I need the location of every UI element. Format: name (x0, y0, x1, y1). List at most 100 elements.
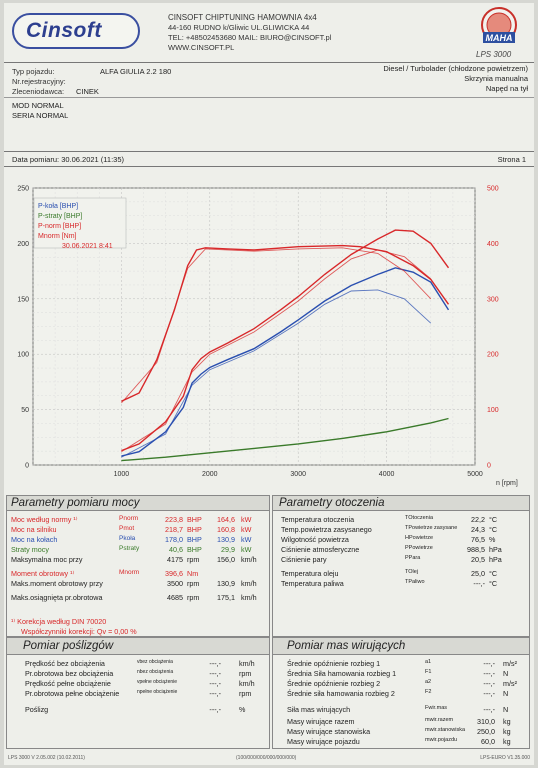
slip-row-symbol: vpełne obciążenie (137, 679, 178, 685)
mass-row-symbol: Fwir.mas (425, 705, 447, 711)
mass-row-label: Średnie siła hamowania rozbieg 2 (287, 689, 395, 698)
mass-row-symbol: a2 (425, 679, 432, 685)
engine-type: Diesel / Turbolader (chłodzone powietrze… (383, 64, 528, 73)
power-row-label: Moc według normy ¹⁾ (11, 515, 78, 524)
mass-row-symbol: mwir.pojazdu (425, 737, 458, 743)
slip-row-unit: rpm (239, 689, 252, 698)
y-right-tick-label: 400 (487, 241, 499, 248)
power-row-value2: 130,9 (217, 535, 235, 544)
chart-lines (121, 229, 450, 462)
slip-row-symbol: nbez obciążenia (137, 669, 174, 675)
company-web: WWW.CINSOFT.PL (168, 43, 235, 52)
power-row-label: Moc na kołach (11, 535, 58, 544)
power-row-unit2: km/h (241, 593, 257, 602)
maha-logo-text: MAHA (486, 33, 513, 43)
maha-logo-icon: MAHA (481, 7, 517, 43)
registration-label: Nr.rejestracyjny: (12, 77, 66, 86)
divider (4, 151, 534, 152)
power-row-symbol: Mnorm (119, 569, 140, 576)
vehicle-type-value: ALFA GIULIA 2.2 180 (100, 67, 172, 76)
mass-row-unit: m/s² (503, 679, 517, 688)
x-tick-label: 3000 (290, 471, 306, 478)
mod-note: MOD NORMAL (12, 101, 64, 110)
series-note: SERIA NORMAL (12, 111, 69, 120)
power-row-label: Moc na silniku (11, 525, 57, 534)
power-row-unit2: km/h (241, 579, 257, 588)
y-left-tick-label: 250 (17, 186, 29, 193)
mass-row-unit: N (503, 669, 509, 678)
mass-row-value: 310,0 (477, 717, 495, 726)
mass-row-unit: N (503, 689, 509, 698)
ambient-row-unit: °C (489, 569, 498, 578)
power-row-unit: Nm (187, 569, 199, 578)
ambient-row-value: 24,3 (471, 525, 485, 534)
ambient-row-label: Temp.powietrza zasysanego (281, 525, 372, 534)
power-row-value2: 130,9 (217, 579, 235, 588)
footer-code: (100/000/000/000/000/000) (236, 755, 297, 761)
gearbox-type: Skrzynia manualna (464, 74, 528, 83)
series-line-mnorm-ref (121, 247, 432, 404)
x-tick-label: 4000 (379, 471, 395, 478)
legend-p-straty: P-straty [BHP] (38, 213, 82, 220)
series-line-p-ko-a-ref (121, 289, 432, 458)
ambient-row-symbol: TOlej (405, 569, 419, 575)
x-tick-label: 1000 (114, 471, 130, 478)
power-row-value2: 156,0 (217, 555, 235, 564)
mass-row-label: Masy wirujące razem (287, 717, 355, 726)
mass-row-unit: m/s² (503, 659, 517, 668)
power-row-value2: 160,8 (217, 525, 235, 534)
power-row-label: Moment obrotowy ¹⁾ (11, 569, 75, 578)
mass-row-symbol: mwir.stanowiska (425, 727, 466, 733)
slip-row-unit: km/h (239, 659, 255, 668)
measurement-date: Data pomiaru: 30.06.2021 (11:35) (12, 155, 125, 164)
power-row-value: 223,8 (165, 515, 183, 524)
ambient-row-value: 20,5 (471, 555, 485, 564)
legend-p-kola: P-koła [BHP] (38, 203, 78, 210)
slip-row-label: Prędkość pełne obciążenie (25, 679, 111, 688)
client-value: CINEK (76, 87, 99, 96)
slip-row-label: Prędkość bez obciążenia (25, 659, 105, 668)
divider (4, 62, 534, 63)
ambient-row-unit: °C (489, 515, 498, 524)
ambient-row-unit: % (489, 535, 496, 544)
ambient-params-body: Temperatura otoczenia TOtoczenia 22,2 °C Tem… (272, 511, 530, 637)
divider (4, 97, 534, 98)
power-row-unit: BHP (187, 535, 202, 544)
mass-params-header: Pomiar mas wirujących (272, 637, 530, 655)
power-row-value: 218,7 (165, 525, 183, 534)
power-row-value2: 164,6 (217, 515, 235, 524)
slip-params-body: Prędkość bez obciążenia vbez obciążenia --… (6, 655, 270, 749)
power-row-unit: rpm (187, 555, 200, 564)
ambient-row-label: Temperatura paliwa (281, 579, 344, 588)
footer-euro-version: LPS-EURO V1.35.000 (480, 755, 530, 761)
ambient-row-symbol: PPowietrze (405, 545, 433, 551)
mass-row-label: Masy wirujące pojazdu (287, 737, 360, 746)
slip-row-label: Pr.obrotowa pełne obciążenie (25, 689, 120, 698)
company-name: CINSOFT CHIPTUNING HAMOWNIA 4x4 (168, 13, 317, 22)
mass-params-body: Średnie opóźnienie rozbieg 1 a1 ---,- m/s² Ś… (272, 655, 530, 749)
y-left-tick-label: 50 (21, 407, 29, 414)
mass-row-symbol: mwir.razem (425, 717, 454, 723)
power-row-unit: rpm (187, 593, 200, 602)
mass-row-value: ---,- (483, 679, 495, 688)
company-contact: TEL: +48502453680 MAIL: BIURO@CINSOFT.pl (168, 33, 332, 42)
slip-row-label: Pr.obrotowa bez obciążenia (25, 669, 114, 678)
mass-row-value: ---,- (483, 659, 495, 668)
y-left-tick-label: 200 (17, 241, 29, 248)
mass-row-unit: N (503, 705, 509, 714)
drive-type: Napęd na tył (485, 84, 528, 93)
ambient-row-value: 988,5 (467, 545, 485, 554)
mass-row-value: 60,0 (481, 737, 495, 746)
x-axis-label: n [rpm] (496, 480, 518, 487)
slip-params-header: Pomiar poślizgów (6, 637, 270, 655)
mass-row-unit: kg (503, 717, 511, 726)
power-params-header: Parametry pomiaru mocy (6, 495, 270, 511)
chart-ticks: 1000 2000 3000 4000 5000 0 50 100 150 200 250 0 100 2… (17, 186, 498, 479)
cinsoft-logo: Cinsoft (12, 13, 140, 49)
mass-row-label: Siła mas wirujących (287, 705, 351, 714)
ambient-row-unit: °C (489, 525, 498, 534)
power-row-value: 40,6 (169, 545, 183, 554)
slip-row-value: ---,- (209, 689, 221, 698)
power-row-unit2: kW (241, 545, 252, 554)
y-right-tick-label: 200 (487, 352, 499, 359)
